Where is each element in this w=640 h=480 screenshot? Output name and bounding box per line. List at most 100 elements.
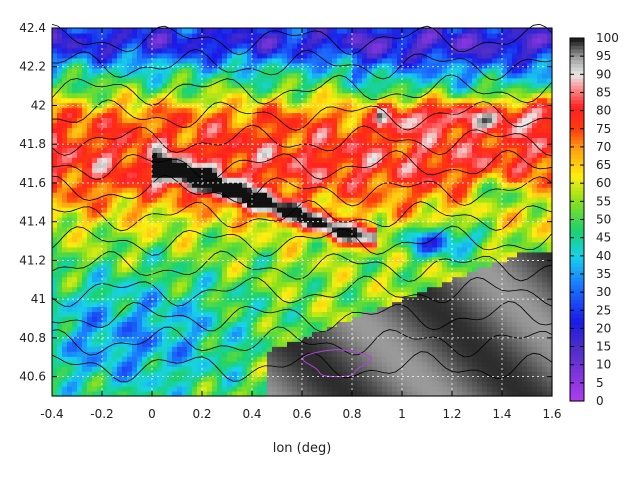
heatmap-cell [172,162,178,168]
heatmap-cell [92,231,98,238]
heatmap-cell [322,62,328,69]
heatmap-cell [212,47,218,54]
heatmap-cell [312,112,318,119]
heatmap-cell [207,32,213,39]
heatmap-cell [82,207,88,213]
heatmap-cell [72,376,78,382]
heatmap-cell [87,152,93,158]
heatmap-cell [127,97,133,104]
heatmap-cell [192,47,198,54]
heatmap-cell [197,231,203,238]
heatmap-cell [127,241,133,248]
heatmap-cell [272,336,278,342]
heatmap-cell [292,276,298,283]
heatmap-cell [327,381,333,387]
heatmap-cell [92,346,98,352]
heatmap-cell [207,72,213,79]
heatmap-cell [147,52,153,59]
heatmap-cell [302,381,308,387]
heatmap-cell [142,266,148,273]
heatmap-cell [377,162,383,168]
heatmap-cell [332,341,338,347]
heatmap-cell [282,381,288,387]
heatmap-cell [87,82,93,89]
heatmap-cell [102,172,108,178]
heatmap-cell [152,52,158,59]
heatmap-cell [257,306,263,313]
heatmap-cell [127,251,133,258]
heatmap-cell [332,117,338,124]
heatmap-cell [307,386,313,392]
heatmap-cell [72,286,78,293]
heatmap-cell [267,216,273,223]
heatmap-cell [172,381,178,387]
heatmap-cell [242,351,248,357]
heatmap-cell [297,331,303,337]
heatmap-cell [217,376,223,382]
heatmap-cell [222,207,228,213]
heatmap-cell [182,57,188,64]
heatmap-cell [67,326,73,332]
heatmap-cell [337,306,343,313]
heatmap-cell [277,286,283,293]
heatmap-cell [372,361,378,367]
heatmap-cell [212,52,218,59]
heatmap-cell [267,212,273,218]
heatmap-cell [57,47,63,54]
heatmap-cell [382,67,388,74]
heatmap-cell [167,361,173,367]
heatmap-cell [357,326,363,332]
heatmap-cell [152,122,158,129]
heatmap-cell [272,177,278,183]
heatmap-cell [122,192,128,198]
heatmap-cell [307,391,313,397]
heatmap-cell [157,346,163,352]
heatmap-cell [252,346,258,352]
heatmap-cell [142,207,148,213]
heatmap-cell [317,207,323,213]
heatmap-cell [67,207,73,213]
heatmap-cell [282,122,288,129]
heatmap-cell [292,132,298,138]
heatmap-cell [122,381,128,387]
heatmap-cell [82,326,88,332]
heatmap-cell [127,281,133,288]
heatmap-cell [377,271,383,278]
heatmap-cell [317,326,323,332]
heatmap-cell [347,271,353,278]
heatmap-cell [87,271,93,278]
heatmap-cell [277,246,283,253]
heatmap-cell [297,207,303,213]
heatmap-cell [127,42,133,49]
heatmap-cell [202,92,208,99]
heatmap-cell [202,87,208,94]
heatmap-cell [212,37,218,44]
heatmap-cell [292,266,298,273]
heatmap-cell [362,142,368,148]
heatmap-cell [132,122,138,129]
heatmap-cell [147,157,153,163]
heatmap-cell [72,177,78,183]
heatmap-cell [142,226,148,233]
heatmap-cell [92,157,98,163]
heatmap-cell [232,137,238,143]
heatmap-cell [367,216,373,223]
heatmap-cell [242,251,248,258]
heatmap-cell [362,376,368,382]
heatmap-cell [57,266,63,273]
heatmap-cell [177,286,183,293]
heatmap-cell [142,391,148,397]
heatmap-cell [297,212,303,218]
heatmap-cell [327,67,333,74]
heatmap-cell [212,296,218,303]
heatmap-cell [182,311,188,318]
heatmap-cell [297,341,303,347]
heatmap-cell [152,187,158,193]
heatmap-cell [117,112,123,119]
heatmap-cell [112,92,118,99]
heatmap-cell [117,142,123,148]
heatmap-cell [282,202,288,208]
heatmap-cell [222,226,228,233]
heatmap-cell [117,241,123,248]
heatmap-cell [262,266,268,273]
